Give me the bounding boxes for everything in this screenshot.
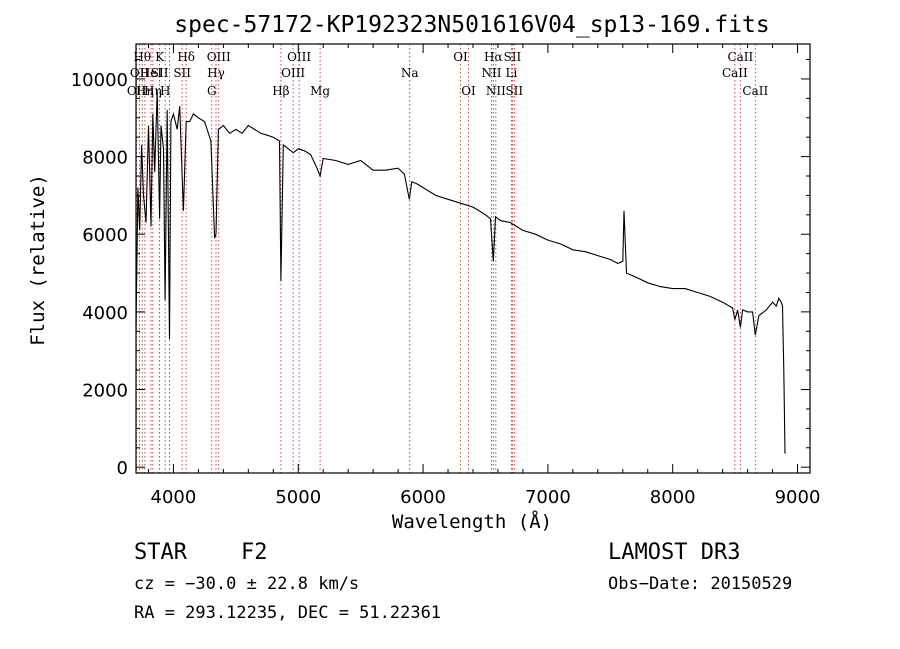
marker-label-10: SII xyxy=(173,66,191,80)
marker-label-17: OIII xyxy=(287,50,311,64)
x-axis-title: Wavelength (Å) xyxy=(392,510,552,533)
x-tick-label-3: 7000 xyxy=(525,487,571,508)
marker-label-13: Hγ xyxy=(207,66,225,80)
axis-ticks: 4000 5000 6000 7000 8000 9000 0 2000 4000 6000 800… xyxy=(71,44,821,508)
marker-label-16: OIII xyxy=(281,66,305,80)
chart-title: spec-57172-KP192323N501616V04_sp13-169.f… xyxy=(174,12,769,38)
marker-label-22: NII xyxy=(481,66,501,80)
marker-label-28: CaII xyxy=(722,66,748,80)
spectrum-line xyxy=(135,90,786,454)
marker-label-18: Mg xyxy=(310,84,330,98)
marker-label-8: H xyxy=(160,84,170,98)
y-tick-label-4: 8000 xyxy=(82,148,128,169)
marker-label-19: Na xyxy=(401,66,419,80)
marker-label-15: Hβ xyxy=(272,84,289,98)
marker-label-20: OI xyxy=(453,50,468,64)
marker-label-23: Hα xyxy=(484,50,503,64)
marker-label-1: OII xyxy=(130,66,150,80)
marker-label-7: SII xyxy=(151,66,169,80)
marker-label-14: OIII xyxy=(207,50,231,64)
marker-label-24: NII xyxy=(486,84,506,98)
marker-label-11: Hδ xyxy=(177,50,195,64)
y-tick-label-0: 0 xyxy=(117,458,128,479)
marker-label-3: Hη xyxy=(136,84,154,98)
redshift-cz: cz = −30.0 ± 22.8 km/s xyxy=(134,574,360,594)
marker-label-26: SII xyxy=(504,50,522,64)
y-tick-label-5: 10000 xyxy=(71,70,128,91)
y-tick-label-1: 2000 xyxy=(82,381,128,402)
x-tick-label-2: 6000 xyxy=(400,487,446,508)
marker-label-30: CaII xyxy=(742,84,768,98)
x-tick-label-0: 4000 xyxy=(151,487,197,508)
marker-label-29: CaII xyxy=(727,50,753,64)
plot-frame xyxy=(135,43,811,474)
object-subclass: F2 xyxy=(241,540,268,565)
line-label-group: OIIOIIHθHηHeIHηKSIIHSIIHδGHγOIIIHβOIIIOI… xyxy=(127,50,769,98)
coordinates: RA = 293.12235, DEC = 51.22361 xyxy=(134,603,442,623)
observation-date: Obs−Date: 20150529 xyxy=(608,574,793,594)
line-marker-group xyxy=(136,44,756,473)
marker-label-27: SII xyxy=(505,84,523,98)
object-class: STAR xyxy=(134,540,187,565)
marker-label-4: HeI xyxy=(140,66,163,80)
y-tick-label-3: 6000 xyxy=(82,225,128,246)
marker-label-0: OII xyxy=(127,84,147,98)
survey-label: LAMOST DR3 xyxy=(608,540,741,565)
x-tick-label-1: 5000 xyxy=(275,487,321,508)
marker-label-25: Li xyxy=(506,66,518,80)
y-axis-title: Flux (relative) xyxy=(27,174,49,346)
marker-label-21: OI xyxy=(461,84,476,98)
marker-label-12: G xyxy=(207,84,217,98)
y-tick-label-2: 4000 xyxy=(82,303,128,324)
x-tick-label-4: 8000 xyxy=(650,487,696,508)
x-tick-label-5: 9000 xyxy=(775,487,821,508)
marker-label-2: Hθ xyxy=(133,50,151,64)
marker-label-6: K xyxy=(155,50,165,64)
